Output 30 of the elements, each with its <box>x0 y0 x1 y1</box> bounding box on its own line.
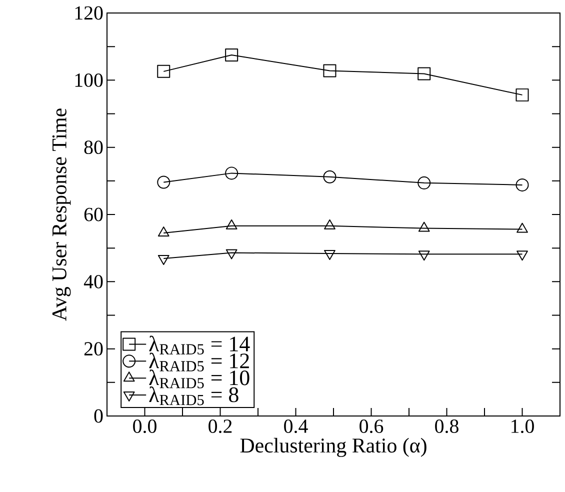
point <box>516 88 529 102</box>
point <box>225 166 238 180</box>
y-tick-label: 120 <box>75 6 103 20</box>
y-tick-label: 40 <box>84 274 103 288</box>
y-tick-label: 80 <box>84 140 103 154</box>
point <box>323 64 336 78</box>
x-tick-label: 1.0 <box>512 420 534 434</box>
point <box>157 176 170 189</box>
y-tick-label: 20 <box>84 342 103 356</box>
y-tick-label: 0 <box>94 409 103 423</box>
point <box>516 250 528 261</box>
point <box>157 64 170 78</box>
point <box>158 254 170 265</box>
point <box>516 178 529 192</box>
point <box>226 249 238 260</box>
x-tick-label: 0.2 <box>208 420 232 434</box>
x-tick-label: 0.0 <box>133 420 156 434</box>
point <box>324 250 336 260</box>
y-tick-label: 60 <box>84 208 103 222</box>
x-tick-label: 0.6 <box>360 420 384 434</box>
y-tick-label: 100 <box>75 73 103 87</box>
x-tick-label: 0.8 <box>435 420 458 434</box>
point <box>418 67 431 80</box>
x-axis-title: Declustering Ratio (α) <box>240 438 426 457</box>
point <box>225 48 238 62</box>
point <box>418 176 431 190</box>
point <box>418 250 430 261</box>
x-tick-label: 0.4 <box>284 420 308 434</box>
point <box>323 170 336 184</box>
y-axis-title: Avg User Response Time <box>52 108 71 321</box>
